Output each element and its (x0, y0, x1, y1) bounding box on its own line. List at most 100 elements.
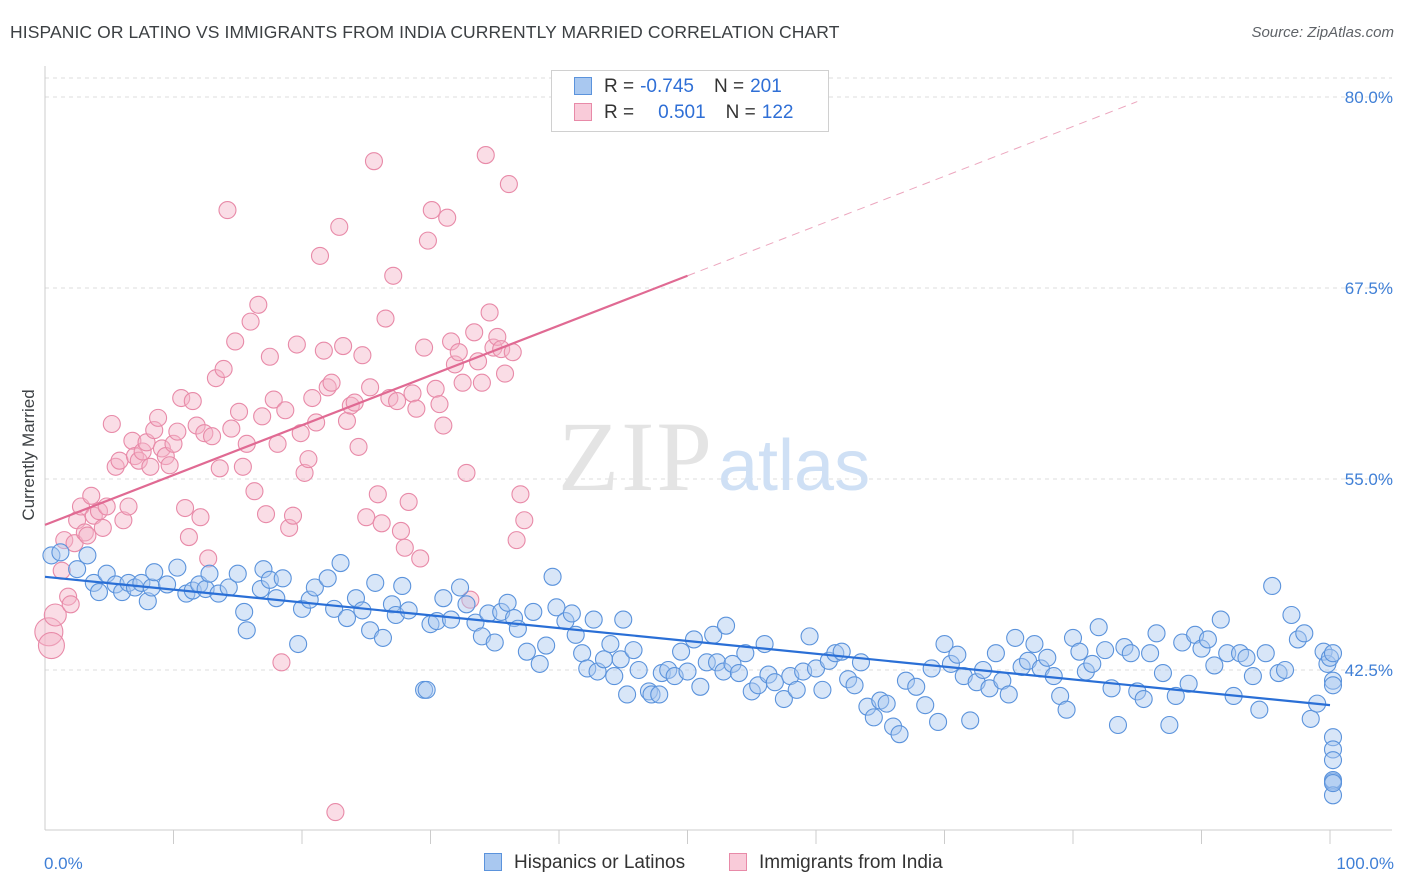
blue-point (614, 610, 633, 629)
blue-point (292, 599, 312, 618)
pink-point (476, 146, 495, 165)
legend-r-value: -0.745 (640, 76, 694, 97)
source-label: Source: ZipAtlas.com (1251, 24, 1394, 41)
blue-point (578, 659, 597, 678)
blue-point (393, 576, 412, 596)
blue-point (642, 685, 661, 704)
pink-point (364, 152, 384, 171)
pink-trend-line (44, 274, 688, 526)
blue-point (948, 645, 967, 664)
pink-point (511, 485, 530, 504)
legend-item-india: Immigrants from India (729, 852, 943, 874)
pink-point (149, 408, 168, 427)
pink-swatch-icon (729, 853, 747, 871)
blue-point (1096, 641, 1115, 660)
pink-point (310, 246, 330, 265)
blue-point (1250, 700, 1269, 719)
axes (44, 66, 1392, 844)
pink-point (272, 653, 291, 672)
blue-trend-line (44, 575, 1331, 707)
pink-point (218, 201, 237, 220)
blue-swatch-icon (484, 853, 502, 871)
legend-r-label: R = (604, 76, 635, 97)
blue-point (691, 677, 710, 696)
pink-point (438, 208, 457, 227)
pink-point (411, 549, 430, 568)
pink-trend-extension (687, 101, 1138, 277)
blue-point (399, 601, 418, 620)
grid-lines (45, 77, 1392, 671)
y-tick-label: 42.5% (1345, 661, 1393, 680)
blue-point (562, 604, 581, 623)
pink-point (349, 437, 368, 456)
blue-point (457, 595, 476, 614)
blue-point (1231, 644, 1250, 663)
pink-point (361, 378, 380, 397)
blue-point (51, 543, 70, 562)
x-tick-label: 0.0% (44, 854, 83, 873)
pink-point (515, 511, 534, 530)
pink-point (249, 295, 268, 314)
pink-point (222, 419, 241, 438)
pink-point (384, 266, 403, 285)
pink-point (465, 323, 484, 342)
blue-point (716, 616, 736, 635)
pink-point (119, 497, 138, 516)
blue-point (884, 717, 903, 736)
pink-point (415, 338, 434, 357)
blue-point (629, 660, 648, 680)
y-axis-label: Currently Married (19, 389, 38, 520)
blue-point (1006, 628, 1025, 647)
blue-point (697, 653, 716, 672)
blue-point (119, 573, 138, 592)
pink-point (245, 482, 264, 501)
blue-point (1038, 648, 1057, 667)
pink-point (141, 457, 160, 476)
blue-point (922, 659, 941, 678)
blue-point (826, 644, 845, 663)
blue-point (1147, 624, 1166, 643)
pink-point (326, 803, 345, 822)
blue-point (708, 653, 727, 672)
blue-point (145, 563, 164, 582)
pink-swatch-icon (574, 103, 592, 121)
pink-point (388, 392, 407, 411)
blue-point (787, 680, 806, 699)
y-tick-label: 80.0% (1345, 88, 1393, 107)
pink-point (330, 217, 349, 236)
pink-point (206, 369, 225, 388)
pink-point (395, 538, 414, 557)
blue-point (524, 602, 543, 621)
blue-point (800, 627, 819, 646)
blue-point (1275, 660, 1295, 680)
pink-point (403, 384, 422, 403)
blue-point (624, 641, 643, 660)
pink-point (110, 451, 129, 470)
blue-point (929, 712, 948, 732)
blue-point (235, 602, 254, 621)
legend-item-label: Hispanics or Latinos (514, 852, 686, 873)
blue-point (267, 589, 286, 608)
pink-point (430, 395, 449, 414)
pink-point (372, 514, 391, 533)
pink-point (229, 402, 249, 421)
axis-labels: 42.5% 55.0% 67.5% 80.0% 0.0% 100.0% Currently … (19, 88, 1394, 873)
pink-point (34, 617, 64, 647)
blue-point (672, 642, 691, 661)
legend-item-hispanics: Hispanics or Latinos (484, 852, 685, 874)
pink-point (129, 451, 148, 470)
legend-n-value: 201 (750, 76, 782, 97)
blue-point (353, 601, 372, 620)
blue-point (78, 546, 97, 565)
blue-point (168, 558, 187, 577)
blue-point (485, 633, 504, 652)
blue-point (907, 677, 926, 696)
pink-point (399, 492, 418, 511)
pink-point (457, 463, 476, 482)
blue-point (1057, 700, 1076, 719)
blue-point (237, 621, 256, 640)
pink-point (453, 373, 472, 392)
pink-point (391, 521, 410, 541)
blue-point (1153, 664, 1172, 683)
blue-point (1237, 648, 1256, 667)
